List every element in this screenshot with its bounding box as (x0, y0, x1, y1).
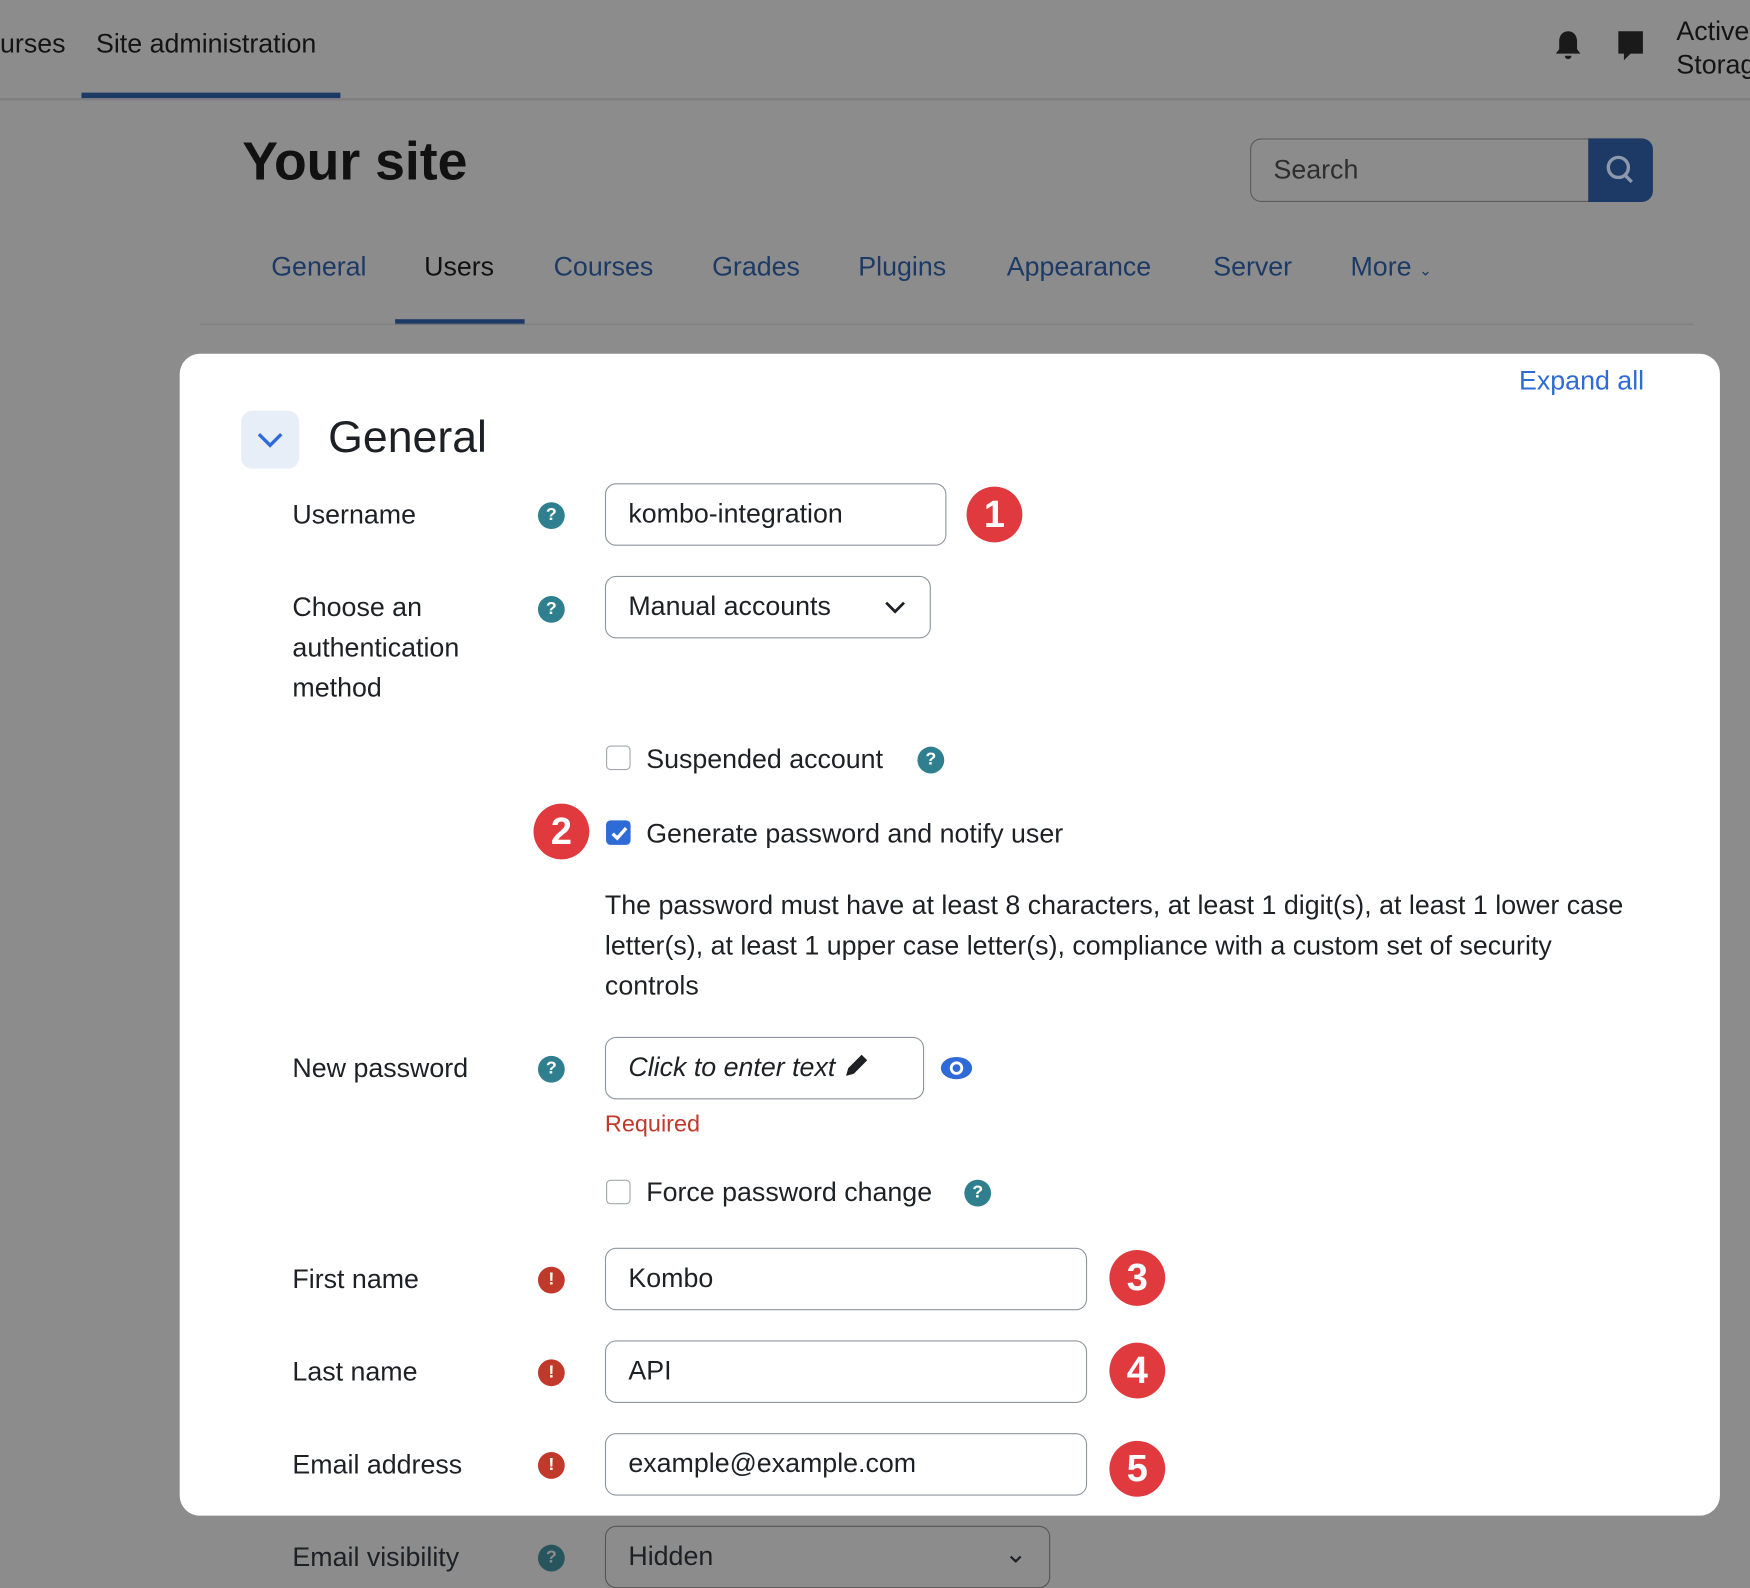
pencil-icon (846, 1052, 870, 1076)
help-icon[interactable]: ? (537, 595, 565, 623)
required-error: Required (604, 1111, 701, 1138)
tab-grades[interactable]: Grades (712, 252, 800, 283)
password-policy: The password must have at least 8 charac… (605, 886, 1623, 1007)
chevron-down-icon: ⌄ (1418, 261, 1433, 280)
step-badge: 1 (966, 486, 1023, 543)
bell-icon[interactable] (1554, 29, 1583, 62)
suspended-label: Suspended account (646, 744, 884, 775)
step-badge: 3 (1109, 1250, 1166, 1306)
tab-more-label: More (1350, 252, 1412, 283)
search-input[interactable]: Search (1250, 138, 1590, 203)
page-title: Your site (242, 132, 468, 192)
section-title: General (328, 412, 487, 463)
tab-courses[interactable]: Courses (553, 252, 654, 283)
tab-appearance[interactable]: Appearance (1006, 252, 1152, 283)
divider (0, 98, 1750, 101)
required-icon: ! (537, 1359, 565, 1387)
password-placeholder: Click to enter text (628, 1052, 836, 1083)
policy-line: controls (604, 971, 699, 1002)
generate-password-label: Generate password and notify user (646, 819, 1064, 850)
username-label: Username (292, 500, 416, 531)
help-icon[interactable]: ? (537, 1055, 565, 1083)
help-icon[interactable]: ? (917, 746, 945, 774)
tab-users[interactable]: Users (424, 252, 495, 283)
messages-icon[interactable] (1615, 29, 1646, 62)
tab-general[interactable]: General (271, 252, 367, 283)
user-line: Active (1676, 16, 1750, 47)
policy-line: The password must have at least 8 charac… (604, 890, 1624, 921)
first-name-label: First name (292, 1264, 419, 1295)
search-button[interactable] (1588, 138, 1653, 203)
collapse-section-button[interactable] (241, 410, 300, 469)
last-name-label: Last name (292, 1357, 418, 1388)
select-value: Hidden (628, 1541, 714, 1572)
new-password-input[interactable]: Click to enter text (604, 1036, 925, 1100)
username-input[interactable]: kombo-integration (604, 483, 947, 546)
auth-method-select[interactable]: Manual accounts (604, 575, 931, 639)
suspended-checkbox[interactable] (606, 745, 631, 771)
email-input[interactable]: example@example.com (604, 1433, 1088, 1496)
nav-courses[interactable]: urses (0, 29, 66, 60)
required-icon: ! (537, 1452, 565, 1479)
step-badge: 5 (1109, 1440, 1166, 1497)
chevron-down-icon (257, 432, 283, 448)
email-label: Email address (292, 1449, 463, 1480)
auth-method-label: Choose an authentication method (292, 588, 459, 709)
help-icon[interactable]: ? (537, 1544, 565, 1572)
tab-active-indicator (395, 319, 525, 325)
last-name-input[interactable]: API (604, 1340, 1088, 1403)
tab-plugins[interactable]: Plugins (858, 252, 947, 283)
eye-icon[interactable] (940, 1055, 973, 1082)
new-password-label: New password (292, 1053, 469, 1084)
tab-server[interactable]: Server (1213, 252, 1293, 283)
user-name[interactable]: Active Storag (1676, 16, 1750, 83)
policy-line: letter(s), at least 1 upper case letter(… (604, 930, 1552, 961)
user-line: Storag (1676, 50, 1750, 81)
label-line: method (292, 673, 382, 704)
required-icon: ! (537, 1266, 565, 1294)
check-icon (611, 827, 628, 841)
chevron-down-icon: ⌄ (1004, 1539, 1027, 1570)
force-password-change-checkbox[interactable] (606, 1179, 631, 1205)
step-badge: 4 (1109, 1342, 1166, 1399)
tab-more[interactable]: More ⌄ (1350, 252, 1432, 283)
nav-site-administration[interactable]: Site administration (95, 29, 317, 60)
email-visibility-label: Email visibility (292, 1542, 460, 1573)
label-line: authentication (292, 632, 460, 663)
generate-password-checkbox[interactable] (606, 820, 631, 845)
select-value: Manual accounts (628, 591, 831, 622)
chevron-down-icon (885, 601, 906, 614)
expand-all-link[interactable]: Expand all (1519, 366, 1645, 397)
help-icon[interactable]: ? (964, 1179, 992, 1207)
label-line: Choose an (292, 592, 422, 623)
nav-active-indicator (81, 92, 341, 99)
step-badge: 2 (533, 803, 590, 860)
force-password-change-label: Force password change (646, 1177, 933, 1208)
tabs-divider (199, 323, 1694, 325)
form-card (179, 353, 1720, 1516)
first-name-input[interactable]: Kombo (604, 1247, 1088, 1311)
help-icon[interactable]: ? (537, 502, 565, 530)
search-icon (1606, 155, 1633, 184)
